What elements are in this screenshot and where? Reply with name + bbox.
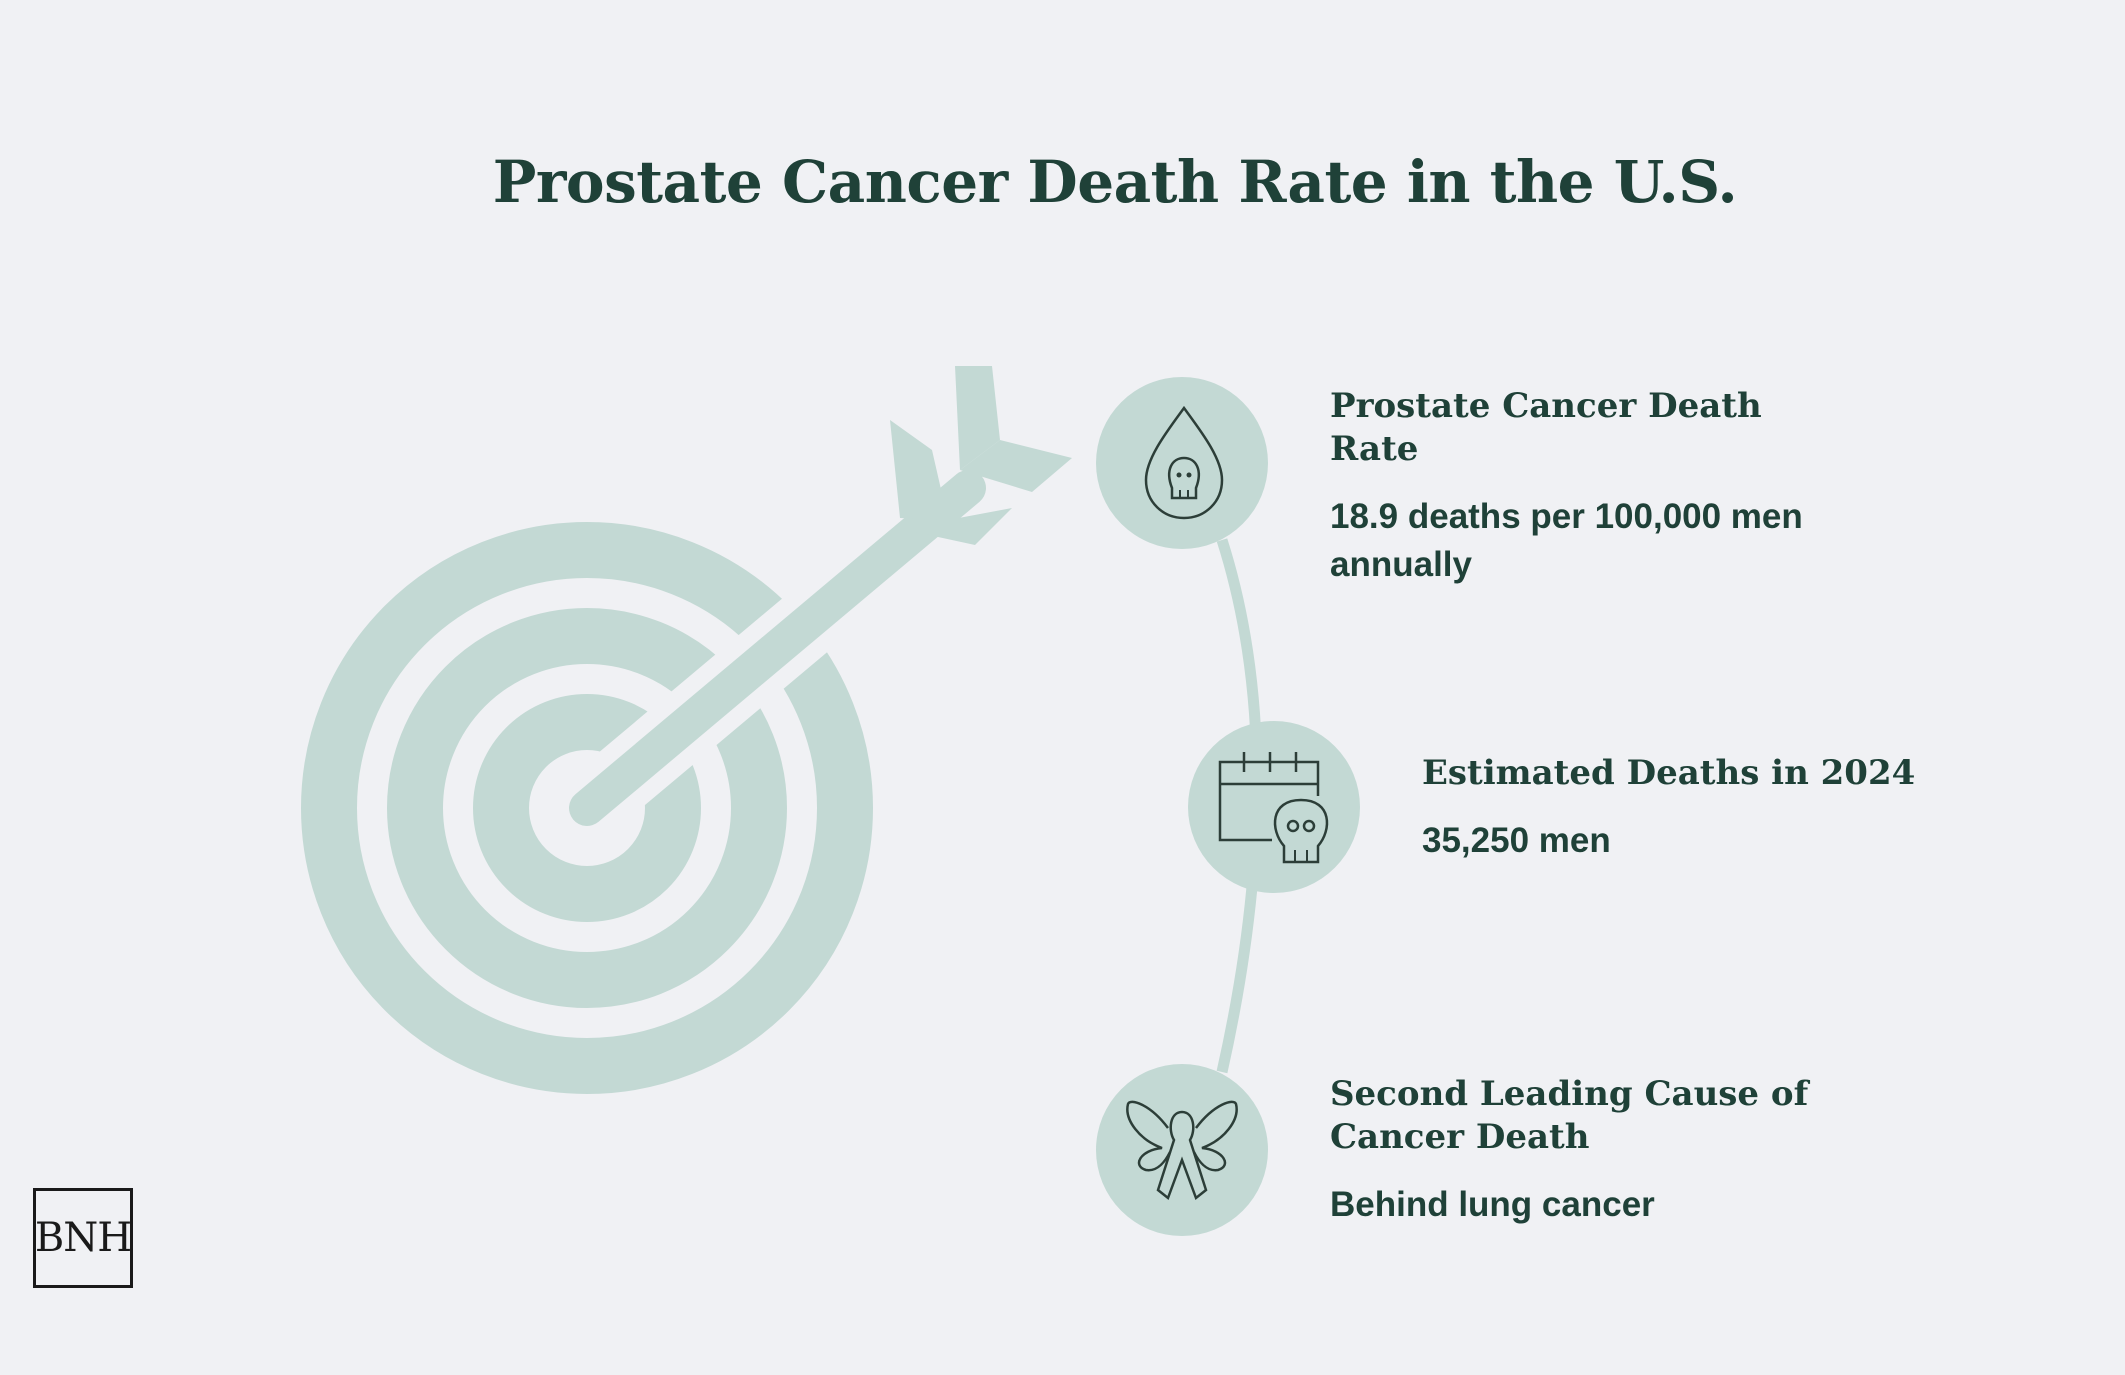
bnh-logo: BNH <box>33 1188 133 1288</box>
stat-heading: Prostate Cancer Death Rate <box>1330 386 1762 469</box>
page-title: Prostate Cancer Death Rate in the U.S. <box>492 148 1738 216</box>
stat-value: 35,250 men <box>1422 821 1611 860</box>
drop-skull-icon <box>1096 377 1268 549</box>
stat-second-leading-cause: Second Leading Cause of Cancer Death Beh… <box>1330 1073 1830 1229</box>
logo-text: BNH <box>34 1215 132 1261</box>
calendar-skull-icon <box>1188 721 1360 893</box>
arrow-icon <box>552 366 1072 843</box>
ribbon-wings-icon <box>1096 1064 1268 1236</box>
stat-death-rate: Prostate Cancer Death Rate 18.9 deaths p… <box>1330 385 1850 589</box>
stat-estimated-deaths: Estimated Deaths in 2024 35,250 men <box>1422 752 1962 865</box>
stat-heading: Second Leading Cause of Cancer Death <box>1330 1074 1809 1157</box>
target-icon <box>301 522 873 1094</box>
stat-value: 18.9 deaths per 100,000 men annually <box>1330 497 1803 584</box>
stat-value: Behind lung cancer <box>1330 1185 1655 1224</box>
stat-heading: Estimated Deaths in 2024 <box>1422 753 1916 793</box>
